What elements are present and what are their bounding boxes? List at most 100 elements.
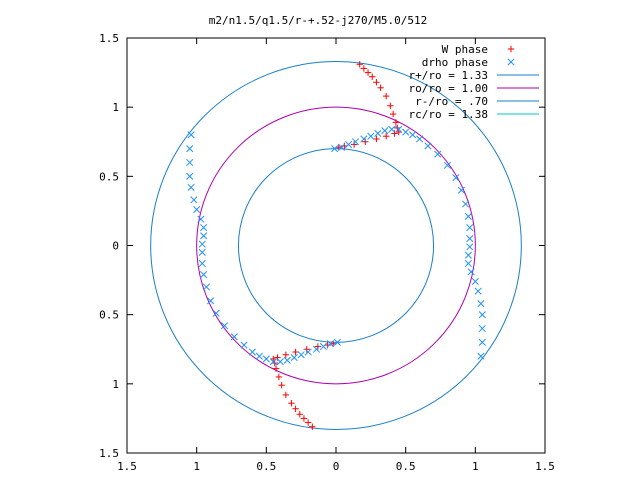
legend-marker-0 xyxy=(507,45,515,53)
series-0-point-7 xyxy=(387,102,394,109)
series-0-point-22 xyxy=(296,411,303,418)
series-1-point-53 xyxy=(198,259,206,268)
series-1-point-16 xyxy=(452,174,460,182)
series-1-point-48-d2 xyxy=(220,322,229,330)
series-1 xyxy=(186,125,486,366)
series-1-point-45-d2 xyxy=(248,348,256,356)
series-1-point-37 xyxy=(304,348,312,356)
series-1-point-51 xyxy=(202,283,210,291)
series-1-point-24 xyxy=(464,259,472,268)
series-0-point-24 xyxy=(288,400,295,407)
series-1-point-15 xyxy=(443,161,452,169)
series-1-point-27 xyxy=(474,287,482,295)
series-1-point-23-d2 xyxy=(464,251,472,259)
series-1-point-60-d2 xyxy=(190,196,198,204)
x-tick-label-1: 1 xyxy=(193,460,200,473)
series-1-point-30 xyxy=(478,324,486,333)
series-1-point-61-d2 xyxy=(187,183,195,191)
x-tick-label-0: 1.5 xyxy=(117,460,137,473)
series-1-point-17 xyxy=(457,186,465,194)
series-1-point-3 xyxy=(351,138,360,146)
series-0-point-21 xyxy=(300,415,308,422)
series-1-point-63-d2 xyxy=(186,158,194,167)
reference-circles xyxy=(150,61,522,430)
series-1-point-55-d2 xyxy=(198,240,206,248)
series-1-point-43 xyxy=(262,355,270,363)
series-1-point-58-d2 xyxy=(197,215,205,223)
series-1-point-12 xyxy=(416,135,424,143)
series-0-point-16 xyxy=(350,141,358,148)
series-0-point-1 xyxy=(360,65,368,72)
series-1-point-46-d2 xyxy=(240,341,248,349)
legend-label-0: W phase xyxy=(442,43,488,56)
series-1-point-34 xyxy=(326,340,334,348)
series-1-point-26-d2 xyxy=(471,277,479,286)
y-tick-label-2: 0.5 xyxy=(99,170,119,183)
series-1-point-14 xyxy=(434,150,442,158)
legend-label-2: r+/ro = 1.33 xyxy=(409,69,488,82)
circle-2 xyxy=(237,148,435,343)
series-1-point-10 xyxy=(402,128,410,136)
series-1-point-37-d2 xyxy=(304,348,312,356)
series-1-point-53-d2 xyxy=(198,259,206,268)
series-1-point-40 xyxy=(283,356,291,364)
series-1-point-36-d2 xyxy=(312,345,321,353)
series-1-point-15-d2 xyxy=(443,161,452,169)
series-0-point-32 xyxy=(282,351,290,358)
series-1-point-56-d2 xyxy=(200,232,208,240)
series-1-point-26 xyxy=(471,277,479,286)
series-1-point-11-d2 xyxy=(409,131,417,139)
series-1-point-38-d2 xyxy=(297,351,305,359)
series-1-point-30-d2 xyxy=(478,324,486,333)
x-tick-label-2: 0.5 xyxy=(256,460,276,473)
series-1-point-41-d2 xyxy=(276,358,284,366)
y-tick-label-3: 0 xyxy=(112,240,119,253)
series-1-point-42-d2 xyxy=(269,358,277,366)
series-1-point-6 xyxy=(374,129,382,138)
series-1-point-32-d2 xyxy=(477,352,485,360)
series-1-point-39-d2 xyxy=(290,353,298,362)
legend-marker-1 xyxy=(507,58,515,66)
series-0-point-31 xyxy=(274,354,281,361)
series-1-point-57 xyxy=(200,223,208,232)
series-1-point-5 xyxy=(367,132,375,140)
series-0-point-6 xyxy=(382,92,390,100)
series-1-point-49-d2 xyxy=(212,309,220,317)
series-1-point-11 xyxy=(409,131,417,139)
legend-label-4: r-/ro = .70 xyxy=(415,95,488,108)
series-1-point-33-d2 xyxy=(333,338,341,346)
series-1-point-18-d2 xyxy=(462,200,470,208)
series-1-point-42 xyxy=(269,358,277,366)
series-1-point-13-d2 xyxy=(424,142,432,150)
series-1-point-44-d2 xyxy=(255,352,263,360)
series-0-point-4 xyxy=(373,79,380,86)
series-0-point-3 xyxy=(369,73,376,80)
series-1-point-3-d2 xyxy=(351,138,360,146)
series-1-point-47-d2 xyxy=(230,333,238,341)
series-1-point-48 xyxy=(220,322,229,330)
series-1-point-22 xyxy=(466,243,474,251)
series-0-point-13 xyxy=(382,133,390,140)
series-1-point-14-d2 xyxy=(434,150,442,158)
series-1-point-54 xyxy=(198,248,206,256)
y-tick-label-4: 0.5 xyxy=(99,309,119,322)
y-tick-label-5: 1 xyxy=(112,378,119,391)
series-1-point-13 xyxy=(424,142,432,150)
y-axis-ticks: 1.5 1 0.5 0 0.5 1 1.5 xyxy=(99,32,545,460)
series-1-point-43-d2 xyxy=(262,355,270,363)
series-1-point-28-d2 xyxy=(477,300,485,308)
series-0-point-27 xyxy=(275,373,283,381)
series-1-point-36 xyxy=(312,345,321,353)
series-0-point-15 xyxy=(362,138,369,145)
series-1-point-7-d2 xyxy=(381,127,389,135)
series-0 xyxy=(270,61,402,430)
series-1-point-9-d2 xyxy=(395,125,403,133)
series-0-point-5 xyxy=(377,84,384,91)
series-1-point-52 xyxy=(200,270,208,279)
legend-label-1: drho phase xyxy=(422,56,488,69)
x-axis-ticks: 1.5 1 0.5 0 0.5 1 1.5 xyxy=(117,38,555,473)
series-1-point-7 xyxy=(381,127,389,135)
series-1-point-35 xyxy=(319,342,328,351)
